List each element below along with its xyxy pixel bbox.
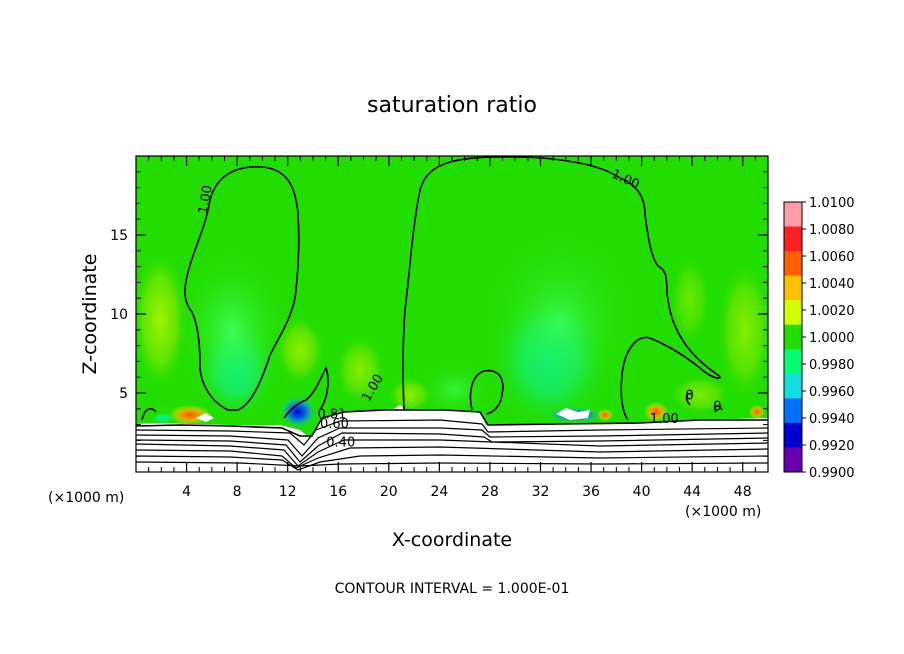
contour-label: 0.40 [326, 436, 355, 451]
x-tick-label: 32 [532, 484, 550, 500]
colorbar-label: 1.0080 [809, 223, 855, 238]
y-tick-label: 10 [110, 307, 128, 323]
contour-small-lobe [283, 366, 329, 419]
contour-label: 0 [685, 388, 693, 403]
x-axis-label: X-coordinate [392, 529, 512, 551]
contour-left-cell [184, 166, 300, 411]
x-tick-label: 4 [182, 484, 191, 500]
colorbar-swatch [784, 226, 802, 252]
colorbar-swatch [784, 324, 802, 350]
x-tick-label: 16 [329, 484, 347, 500]
contour-label: 0.60 [320, 417, 349, 432]
contour-small-circle-1 [685, 392, 693, 406]
contour-small-circle-2 [714, 405, 723, 413]
y-tick-label: 15 [110, 228, 128, 244]
x-tick-label: 24 [430, 484, 448, 500]
contour-label: 1.00 [650, 412, 679, 427]
x-axis-unit-left: (×1000 m) [48, 490, 124, 506]
colorbar-swatch [784, 447, 802, 473]
colorbar-label: 0.9920 [809, 439, 855, 454]
colorbar-swatch [784, 398, 802, 424]
x-axis-ticks: 4 8 12 16 20 24 28 32 36 40 44 48 [148, 156, 756, 500]
contour-lines [136, 156, 768, 437]
colorbar-label: 1.0100 [809, 196, 855, 211]
contour-left-edge [141, 408, 157, 421]
y-tick-label: 5 [119, 386, 128, 402]
x-tick-label: 40 [633, 484, 651, 500]
colorbar-swatch [784, 300, 802, 326]
x-tick-label: 36 [582, 484, 600, 500]
x-tick-label: 44 [683, 484, 701, 500]
white-patches [196, 405, 590, 422]
colorbar-swatch [784, 422, 802, 448]
y-axis-label: Z-coordinate [79, 254, 101, 375]
contour-label: 0 [713, 399, 721, 414]
contour-upper-boundary [136, 409, 768, 437]
colorbar-swatch [784, 373, 802, 399]
colorbar-swatch [784, 275, 802, 301]
colorbar-swatch [784, 251, 802, 277]
chart-title: saturation ratio [367, 93, 537, 118]
contour-mid-lobe [469, 369, 504, 415]
x-tick-label: 8 [233, 484, 242, 500]
contour-label: 0.81 [317, 407, 346, 422]
colorbar-swatch [784, 202, 802, 228]
contour-right-cell [402, 156, 721, 421]
y-axis-ticks: 5 10 15 [110, 171, 768, 457]
x-tick-label: 12 [279, 484, 297, 500]
colorbar-label: 1.0000 [809, 331, 855, 346]
contour-interval-note: CONTOUR INTERVAL = 1.000E-01 [335, 581, 570, 597]
colorbar-label: 1.0020 [809, 304, 855, 319]
colorbar: 1.0100 1.0080 1.0060 1.0040 1.0020 1.0000 0.99… [783, 196, 855, 481]
field-shading [136, 225, 768, 430]
x-tick-label: 20 [380, 484, 398, 500]
colorbar-label: 0.9940 [809, 412, 855, 427]
colorbar-label: 0.9980 [809, 358, 855, 373]
contour-stack [136, 419, 768, 471]
x-tick-label: 48 [734, 484, 752, 500]
x-tick-label: 28 [481, 484, 499, 500]
colorbar-label: 0.9960 [809, 385, 855, 400]
colorbar-label: 1.0040 [809, 277, 855, 292]
x-axis-unit-right: (×1000 m) [685, 504, 761, 520]
contour-label: 1.00 [196, 184, 216, 215]
colorbar-label: 1.0060 [809, 250, 855, 265]
colorbar-label: 0.9900 [809, 466, 855, 481]
colorbar-swatch [784, 349, 802, 375]
